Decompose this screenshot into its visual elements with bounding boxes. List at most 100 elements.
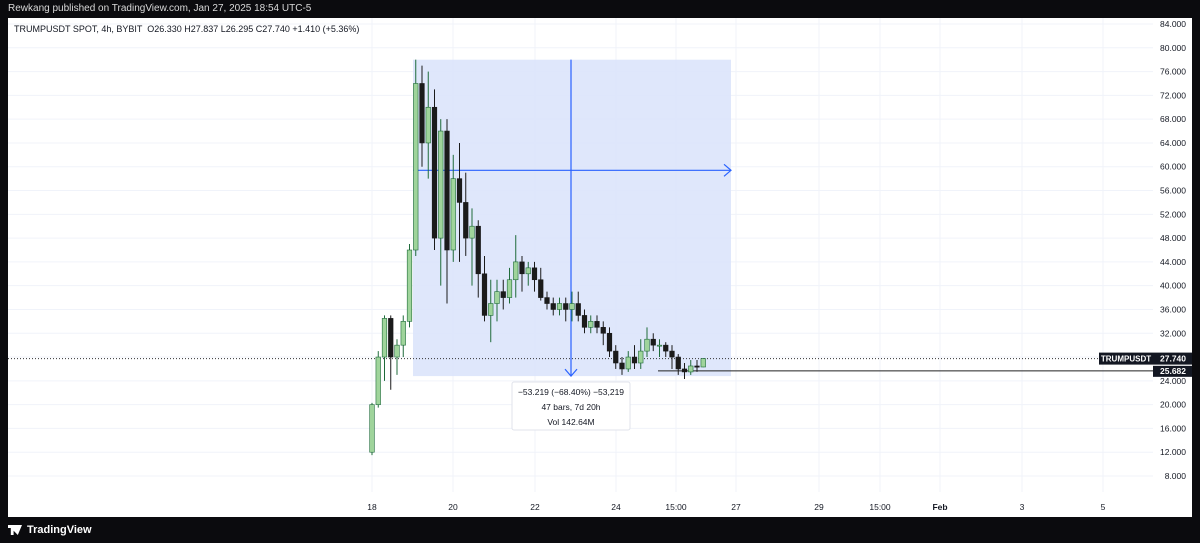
y-tick-label: 72.000 (1160, 90, 1186, 100)
candle[interactable] (513, 261, 519, 281)
candle[interactable] (456, 178, 463, 203)
candle[interactable] (688, 365, 694, 373)
y-tick-label: 40.000 (1160, 281, 1186, 291)
candle[interactable] (644, 338, 650, 352)
y-tick-label: 56.000 (1160, 186, 1186, 196)
y-tick-label: 76.000 (1160, 67, 1186, 77)
symbol-tag (1099, 352, 1153, 365)
candle[interactable] (544, 297, 550, 304)
symbol-legend: TRUMPUSDT SPOT, 4h, BYBIT O26.330 H27.83… (14, 24, 359, 34)
candle[interactable] (600, 327, 606, 334)
candle[interactable] (638, 350, 644, 364)
candle[interactable] (631, 356, 638, 364)
candle[interactable] (650, 338, 656, 346)
y-tick-label: 24.000 (1160, 376, 1186, 386)
publish-text: Rewkang published on TradingView.com, Ja… (8, 3, 312, 14)
tradingview-brand[interactable]: TradingView (8, 522, 92, 538)
y-tick-label: 80.000 (1160, 43, 1186, 53)
x-tick-label: 5 (1101, 502, 1106, 512)
candle[interactable] (413, 83, 419, 251)
candle[interactable] (675, 356, 681, 370)
candle[interactable] (619, 362, 625, 370)
y-tick-label: 36.000 (1160, 304, 1186, 314)
x-tick-label: 27 (731, 502, 741, 512)
measure-info-box (511, 381, 631, 431)
candle[interactable] (700, 358, 706, 368)
candle[interactable] (475, 225, 481, 275)
candle[interactable] (431, 106, 438, 239)
candle[interactable] (625, 356, 631, 370)
x-tick-label: 22 (530, 502, 540, 512)
candle[interactable] (538, 279, 544, 298)
y-tick-label: 12.000 (1160, 447, 1186, 457)
candle[interactable] (525, 267, 531, 275)
y-tick-label: 64.000 (1160, 138, 1186, 148)
measure-volume-text: Vol 142.64M (547, 417, 594, 427)
candle[interactable] (469, 225, 475, 239)
y-tick-label: 60.000 (1160, 162, 1186, 172)
candle[interactable] (375, 356, 381, 405)
candle[interactable] (569, 303, 575, 310)
measure-change-text: −53.219 (−68.40%) −53,219 (518, 387, 624, 397)
legend-symbol: TRUMPUSDT SPOT, 4h, BYBIT (14, 24, 143, 34)
candle[interactable] (506, 279, 513, 298)
candle[interactable] (556, 303, 563, 310)
candle[interactable] (606, 332, 613, 352)
symbol-tag-label: TRUMPUSDT (1101, 355, 1151, 364)
candle[interactable] (406, 249, 413, 322)
brand-label: TradingView (27, 524, 92, 536)
candle[interactable] (613, 350, 619, 364)
x-tick-label: 20 (448, 502, 458, 512)
candle[interactable] (419, 83, 425, 144)
y-tick-label: 52.000 (1160, 209, 1186, 219)
candle[interactable] (463, 202, 469, 239)
legend-ohlc: O26.330 H27.837 L26.295 C27.740 +1.410 (… (147, 24, 360, 34)
candle[interactable] (581, 315, 588, 328)
candle[interactable] (663, 344, 669, 352)
candle[interactable] (694, 365, 700, 368)
last-price-tag (1153, 352, 1192, 365)
candle[interactable] (531, 267, 538, 281)
candle[interactable] (438, 130, 444, 239)
candle[interactable] (450, 178, 456, 251)
measure-bars-text: 47 bars, 7d 20h (541, 402, 600, 412)
candle[interactable] (588, 321, 594, 328)
x-tick-label: 29 (814, 502, 824, 512)
candle[interactable] (444, 130, 450, 251)
y-tick-label: 16.000 (1160, 423, 1186, 433)
candle[interactable] (394, 344, 400, 358)
candle[interactable] (594, 321, 600, 328)
candle[interactable] (494, 291, 500, 304)
candle[interactable] (681, 368, 688, 373)
candle[interactable] (425, 106, 431, 144)
candle[interactable] (500, 291, 506, 298)
x-tick-label: Feb (932, 502, 947, 512)
tradingview-logo-icon (8, 525, 22, 535)
publish-header: Rewkang published on TradingView.com, Ja… (0, 0, 1200, 18)
candle[interactable] (563, 303, 569, 310)
candle[interactable] (481, 273, 488, 316)
price-scale[interactable] (1153, 18, 1192, 517)
candle[interactable] (519, 261, 525, 275)
y-tick-label: 84.000 (1160, 19, 1186, 29)
line-price-tag (1153, 365, 1192, 377)
candle[interactable] (381, 318, 388, 358)
y-tick-label: 32.000 (1160, 328, 1186, 338)
footer-bar (0, 517, 1200, 543)
candle[interactable] (669, 350, 675, 358)
candle[interactable] (656, 344, 663, 347)
candle[interactable] (388, 318, 394, 358)
y-tick-label: 20.000 (1160, 400, 1186, 410)
x-tick-label: 24 (611, 502, 621, 512)
candle[interactable] (488, 303, 494, 316)
candle[interactable] (550, 303, 556, 310)
y-tick-label: 48.000 (1160, 233, 1186, 243)
candle[interactable] (575, 303, 581, 316)
x-tick-label: 18 (367, 502, 377, 512)
candle[interactable] (400, 321, 406, 346)
candle[interactable] (369, 404, 375, 453)
y-tick-label: 8.000 (1165, 471, 1187, 481)
measure-box[interactable] (413, 59, 731, 377)
x-tick-label: 3 (1020, 502, 1025, 512)
